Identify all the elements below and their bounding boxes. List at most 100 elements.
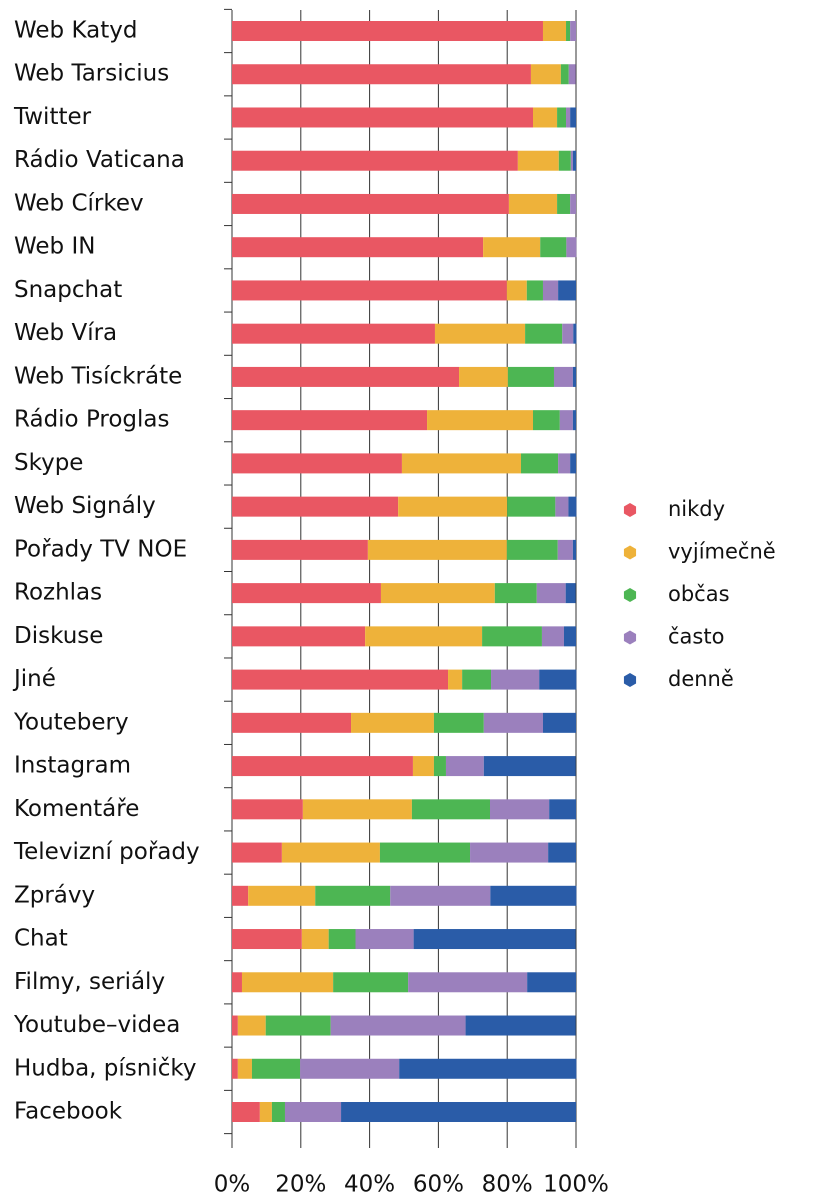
bar-segment bbox=[232, 366, 460, 387]
category-label: Pořady TV NOE bbox=[14, 536, 187, 562]
x-tick-label: 100% bbox=[543, 1172, 609, 1197]
bar-segment bbox=[558, 280, 576, 301]
x-tick-label: 20% bbox=[275, 1172, 326, 1197]
bar-segment bbox=[566, 237, 577, 258]
bar-segment bbox=[507, 366, 554, 387]
legend-label: často bbox=[668, 625, 724, 649]
bar-segment bbox=[232, 669, 449, 690]
bar-segment bbox=[232, 972, 242, 993]
bar-segment bbox=[413, 929, 576, 950]
category-label: Chat bbox=[14, 926, 68, 952]
bar-segment bbox=[541, 626, 564, 647]
bar-segment bbox=[557, 539, 573, 560]
bar-segment bbox=[434, 323, 526, 344]
bar-segment bbox=[568, 496, 577, 517]
category-label: Instagram bbox=[14, 753, 131, 779]
category-label: Zprávy bbox=[14, 882, 95, 908]
bar-segment bbox=[549, 799, 576, 820]
bar-segment bbox=[570, 21, 576, 41]
bar-segment bbox=[572, 410, 576, 431]
bar-segment bbox=[284, 1102, 342, 1122]
bar-segment bbox=[232, 626, 366, 647]
bar-segment bbox=[557, 107, 567, 128]
bar-segment bbox=[506, 280, 527, 301]
bar-segment bbox=[483, 712, 543, 733]
bar-segment bbox=[555, 496, 569, 517]
x-tick-label: 80% bbox=[482, 1172, 533, 1197]
bar-segment bbox=[573, 323, 577, 344]
bar-segment bbox=[408, 972, 528, 993]
x-tick-label: 40% bbox=[344, 1172, 395, 1197]
bar-segment bbox=[533, 107, 558, 128]
bar-segment bbox=[301, 929, 329, 950]
legend-label: denně bbox=[668, 667, 734, 691]
category-label: Snapchat bbox=[14, 277, 122, 303]
bar-segment bbox=[507, 496, 556, 517]
bar-segment bbox=[483, 756, 576, 777]
bar-segment bbox=[355, 929, 414, 950]
bar-segment bbox=[232, 1015, 238, 1036]
bar-segment bbox=[539, 669, 577, 690]
category-label: Rádio Vaticana bbox=[14, 147, 185, 173]
category-label: Jiné bbox=[12, 666, 56, 692]
legend-marker bbox=[623, 588, 637, 602]
bar-segment bbox=[232, 323, 435, 344]
bar-segment bbox=[330, 1015, 466, 1036]
bar-segment bbox=[398, 496, 508, 517]
bar-segment bbox=[566, 107, 571, 128]
bar-segment bbox=[560, 64, 569, 85]
category-label: Facebook bbox=[14, 1099, 123, 1125]
bar-segment bbox=[232, 1058, 238, 1079]
bar-segment bbox=[540, 237, 567, 258]
category-label: Web Katyd bbox=[14, 18, 137, 44]
bar-segment bbox=[506, 539, 558, 560]
bar-segment bbox=[491, 669, 540, 690]
bar-segment bbox=[328, 929, 356, 950]
bar-segment bbox=[563, 626, 576, 647]
legend-marker bbox=[623, 545, 637, 560]
bar-segment bbox=[568, 64, 576, 85]
bar-segment bbox=[527, 972, 576, 993]
category-label: Televizní pořady bbox=[13, 839, 200, 865]
bar-segment bbox=[248, 885, 316, 906]
bar-segment bbox=[572, 539, 576, 560]
bar-segment bbox=[508, 193, 558, 214]
bar-segment bbox=[232, 842, 282, 863]
category-label: Skype bbox=[14, 450, 83, 476]
category-label: Diskuse bbox=[14, 623, 103, 649]
bar-segment bbox=[490, 885, 577, 906]
bar-segment bbox=[530, 64, 561, 85]
bar-segment bbox=[433, 756, 446, 777]
bar-segment bbox=[542, 712, 576, 733]
bar-segment bbox=[232, 756, 413, 777]
bar-segment bbox=[232, 237, 484, 258]
category-label: Rádio Proglas bbox=[14, 407, 170, 433]
bar-segment bbox=[570, 453, 576, 474]
bar-segment bbox=[390, 885, 491, 906]
bar-segment bbox=[562, 323, 574, 344]
bar-segment bbox=[232, 64, 531, 85]
bar-segment bbox=[259, 1102, 272, 1122]
bar-segment bbox=[462, 669, 492, 690]
bar-segment bbox=[271, 1102, 285, 1122]
bar-segment bbox=[570, 193, 576, 214]
bar-segment bbox=[232, 21, 543, 41]
bar-segment bbox=[237, 1015, 266, 1036]
category-label: Hudba, písničky bbox=[14, 1055, 196, 1081]
bar-segment bbox=[459, 366, 508, 387]
bar-segment bbox=[351, 712, 434, 733]
bar-segment bbox=[232, 410, 428, 431]
bar-segment bbox=[526, 280, 543, 301]
bar-segment bbox=[445, 756, 484, 777]
bar-segment bbox=[380, 583, 495, 604]
bar-segment bbox=[558, 453, 571, 474]
bar-segment bbox=[533, 410, 560, 431]
bar-segment bbox=[232, 929, 302, 950]
bar-segment bbox=[281, 842, 380, 863]
category-label: Web IN bbox=[14, 234, 95, 260]
bar-segment bbox=[232, 583, 381, 604]
legend-marker bbox=[623, 503, 637, 517]
bar-segment bbox=[232, 712, 352, 733]
bar-segment bbox=[490, 799, 550, 820]
x-tick-label: 0% bbox=[214, 1172, 251, 1197]
